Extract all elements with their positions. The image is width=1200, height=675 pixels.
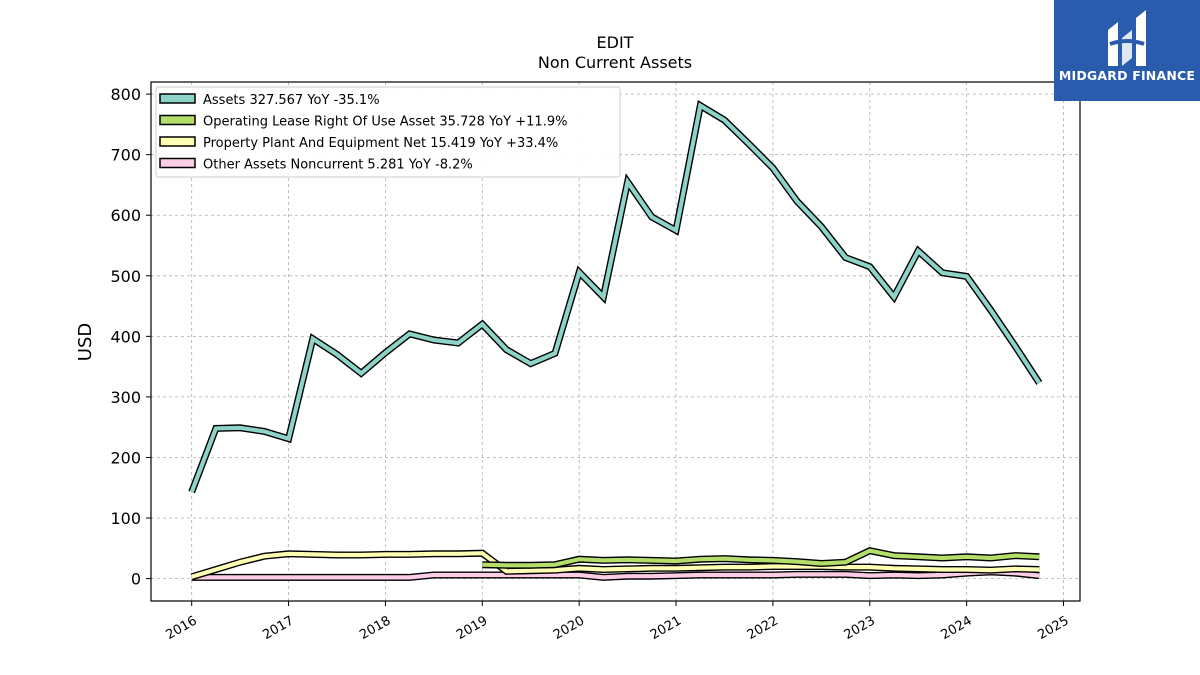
y-tick-label: 400 xyxy=(110,327,141,346)
y-tick-label: 700 xyxy=(110,146,141,165)
legend-box xyxy=(155,86,621,178)
x-tick-label: 2020 xyxy=(551,613,587,643)
x-tick-label: 2016 xyxy=(164,613,200,643)
plot-frame xyxy=(150,81,1081,602)
x-tick-label: 2022 xyxy=(745,613,781,643)
y-axis: 0 100 200 300 400 500 600 700 800 xyxy=(110,85,151,589)
x-axis: 2016 2017 2018 2019 2020 2021 2022 2023 2024 2025 xyxy=(164,601,1072,643)
y-tick-label: 600 xyxy=(110,206,141,225)
legend-label: Other Assets Noncurrent 5.281 YoY -8.2% xyxy=(203,158,473,173)
y-tick-label: 200 xyxy=(110,448,141,467)
chart-subtitle: Non Current Assets xyxy=(538,53,692,72)
x-tick-label: 2017 xyxy=(260,613,296,643)
legend-swatch xyxy=(159,114,196,126)
x-tick-label: 2018 xyxy=(357,613,393,643)
y-tick-label: 500 xyxy=(110,267,141,286)
y-tick-label: 100 xyxy=(110,509,141,528)
series-line-1 xyxy=(482,548,1040,568)
legend-swatch xyxy=(159,157,196,169)
legend-label: Operating Lease Right Of Use Asset 35.72… xyxy=(203,115,567,130)
chart-title: EDIT xyxy=(597,33,634,52)
legend-swatch xyxy=(159,136,196,147)
x-tick-label: 2024 xyxy=(939,613,975,643)
y-tick-label: 0 xyxy=(131,570,141,589)
x-tick-label: 2025 xyxy=(1035,613,1071,643)
series-line-2 xyxy=(191,551,1040,579)
y-tick-label: 800 xyxy=(110,85,141,104)
series-line-0 xyxy=(189,102,1042,493)
x-tick-label: 2023 xyxy=(842,613,878,643)
legend-label: Assets 327.567 YoY -35.1% xyxy=(203,93,380,108)
x-tick-label: 2019 xyxy=(454,613,490,643)
legend-label: Property Plant And Equipment Net 15.419 … xyxy=(203,136,558,151)
legend-swatch xyxy=(159,93,196,104)
midgard-logo-icon xyxy=(1108,10,1146,66)
y-axis-label: USD xyxy=(75,323,96,361)
brand-logo-text: MIDGARD FINANCE xyxy=(1058,68,1196,83)
brand-logo: MIDGARD FINANCE xyxy=(1054,0,1200,101)
x-tick-label: 2021 xyxy=(648,613,684,643)
series-lines xyxy=(188,100,1043,581)
series-line-3 xyxy=(191,569,1040,580)
legend: Assets 327.567 YoY -35.1% Operating Lease… xyxy=(155,86,621,178)
y-tick-label: 300 xyxy=(110,388,141,407)
